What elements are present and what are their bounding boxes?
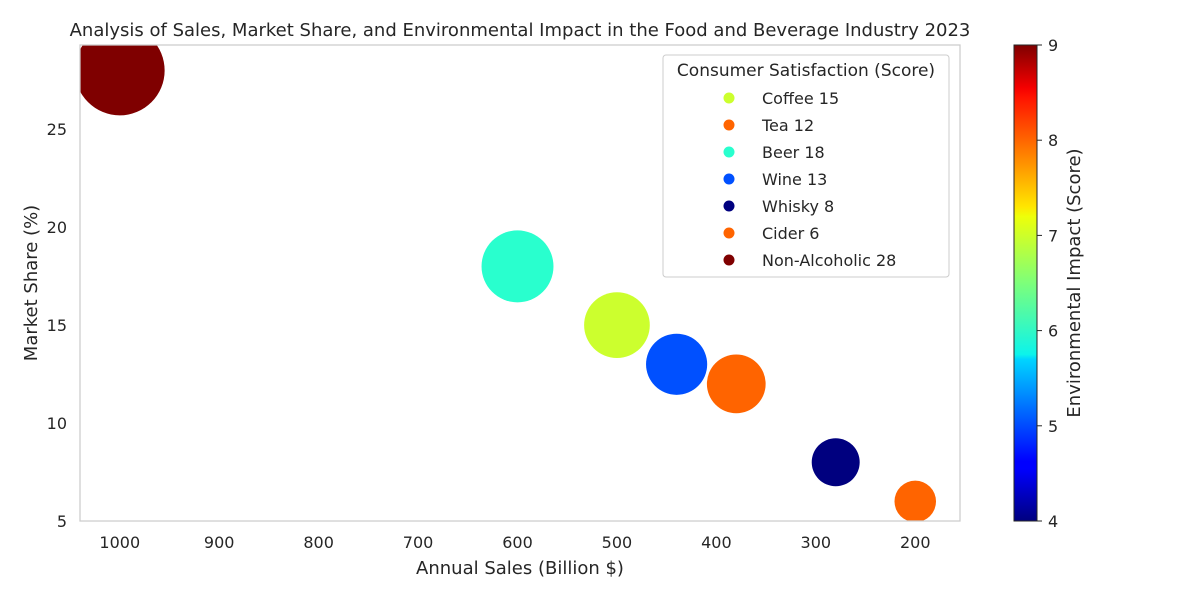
x-tick-label: 600: [502, 533, 533, 552]
legend-label: Non-Alcoholic 28: [762, 251, 896, 270]
x-tick-label: 400: [701, 533, 732, 552]
legend-marker: [723, 227, 735, 239]
y-tick-label: 20: [47, 218, 67, 237]
colorbar-tick-label: 6: [1048, 322, 1058, 341]
legend-entries: Coffee 15 Tea 12 Beer 18 Wine 13 Whisky 8 Cid…: [723, 89, 896, 270]
x-tick-label: 900: [204, 533, 235, 552]
plot-frame: [79, 44, 961, 522]
legend-marker: [723, 119, 735, 131]
legend-label: Tea 12: [761, 116, 814, 135]
legend-marker: [723, 173, 735, 185]
bubble-non-alcoholic: [80, 45, 165, 116]
colorbar-tick-label: 8: [1048, 131, 1058, 150]
x-axis-ticks: 1000 900 800 700 600 500 400 300 200: [99, 533, 930, 552]
legend: Consumer Satisfaction (Score) Coffee 15 T…: [662, 54, 950, 278]
bubble-cider: [894, 480, 937, 521]
y-tick-label: 5: [57, 512, 67, 531]
legend-marker: [723, 200, 735, 212]
legend-label: Beer 18: [762, 143, 825, 162]
colorbar-tick-label: 9: [1048, 36, 1058, 55]
colorbar-label: Environmental Impact (Score): [1064, 148, 1085, 417]
x-tick-label: 800: [303, 533, 334, 552]
colorbar: 4 5 6 7 8 9 Environmental Impact (Score): [1013, 36, 1085, 531]
colorbar-tick-label: 5: [1048, 417, 1058, 436]
bubble-whisky: [811, 438, 860, 487]
colorbar-gradient: [1013, 44, 1038, 522]
legend-label: Whisky 8: [762, 197, 834, 216]
legend-marker: [723, 92, 735, 104]
legend-label: Cider 6: [762, 224, 819, 243]
legend-box: [662, 54, 950, 278]
y-axis-ticks: 5 10 15 20 25: [47, 120, 67, 531]
bubble-beer: [481, 230, 554, 303]
y-tick-label: 15: [47, 316, 67, 335]
legend-label: Coffee 15: [762, 89, 839, 108]
bubble-coffee: [584, 292, 650, 358]
x-tick-label: 1000: [99, 533, 140, 552]
x-tick-label: 500: [602, 533, 633, 552]
colorbar-tick-label: 4: [1048, 512, 1058, 531]
legend-marker: [723, 254, 735, 266]
x-tick-label: 700: [403, 533, 434, 552]
legend-marker: [723, 146, 735, 158]
bubble-layer: [80, 45, 937, 521]
legend-label: Wine 13: [762, 170, 827, 189]
chart-title: Analysis of Sales, Market Share, and Env…: [70, 20, 971, 41]
y-tick-label: 10: [47, 414, 67, 433]
y-tick-label: 25: [47, 120, 67, 139]
x-tick-label: 300: [801, 533, 832, 552]
legend-title: Consumer Satisfaction (Score): [677, 61, 935, 81]
x-axis-label: Annual Sales (Billion $): [416, 558, 624, 579]
bubble-wine: [646, 333, 708, 395]
y-axis-label: Market Share (%): [21, 205, 42, 361]
x-tick-label: 200: [900, 533, 931, 552]
bubble-tea: [706, 354, 766, 414]
colorbar-ticks: 4 5 6 7 8 9: [1037, 36, 1058, 531]
colorbar-tick-label: 7: [1048, 226, 1058, 245]
